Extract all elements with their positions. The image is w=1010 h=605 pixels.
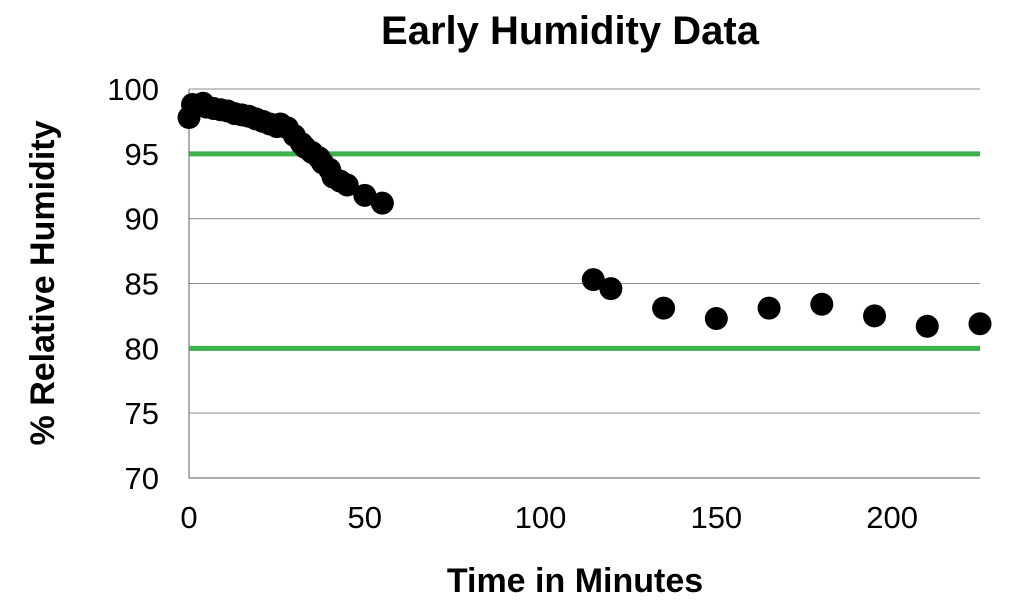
- y-tick-label: 80: [125, 331, 159, 366]
- data-points: [177, 91, 992, 338]
- x-tick-label: 150: [690, 500, 742, 535]
- data-point: [581, 268, 605, 292]
- data-point: [968, 312, 992, 336]
- y-tick-labels: 70 75 80 85 90 95 100: [107, 72, 159, 496]
- data-point: [757, 296, 781, 320]
- x-tick-label: 0: [180, 500, 197, 535]
- x-axis-title: Time in Minutes: [447, 562, 703, 600]
- x-tick-labels: 0 50 100 150 200: [180, 500, 918, 535]
- data-point: [863, 304, 887, 328]
- data-point: [810, 292, 834, 316]
- data-point: [370, 191, 394, 215]
- data-point: [915, 314, 939, 338]
- x-tick-label: 50: [348, 500, 382, 535]
- data-point: [652, 296, 676, 320]
- data-point: [599, 277, 623, 301]
- y-tick-label: 95: [125, 137, 159, 172]
- data-point: [335, 173, 359, 197]
- data-point: [353, 183, 377, 207]
- y-tick-label: 70: [125, 461, 159, 496]
- reference-lines: [189, 151, 980, 351]
- chart-title: Early Humidity Data: [381, 9, 760, 53]
- y-tick-label: 90: [125, 202, 159, 237]
- x-tick-label: 100: [515, 500, 567, 535]
- data-point: [704, 307, 728, 331]
- y-axis-title: % Relative Humidity: [24, 120, 62, 445]
- y-tick-label: 85: [125, 267, 159, 302]
- x-tick-label: 200: [866, 500, 918, 535]
- y-tick-label: 75: [125, 396, 159, 431]
- y-tick-label: 100: [107, 72, 159, 107]
